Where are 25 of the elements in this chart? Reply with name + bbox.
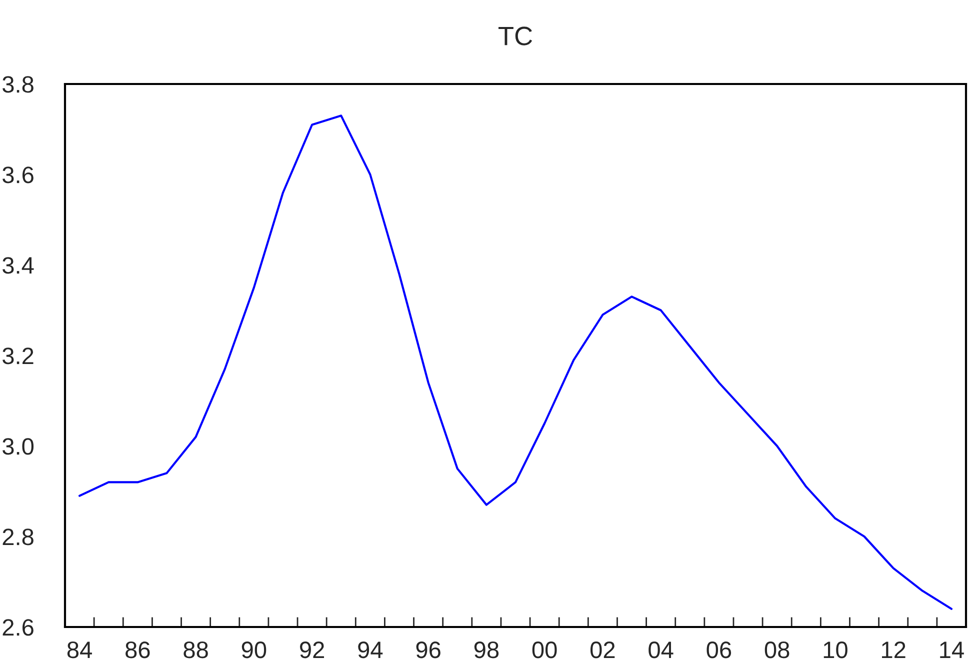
x-tick-label: 06: [706, 642, 732, 658]
x-tick-label: 86: [126, 642, 150, 658]
x-tick-label: 98: [474, 642, 499, 658]
x-tick-label: 00: [532, 642, 557, 658]
y-tick-label: 3.0: [2, 438, 34, 455]
x-tick-label: 04: [648, 642, 674, 658]
x-tick-label: 08: [764, 642, 790, 658]
x-tick-label: 90: [242, 642, 266, 658]
x-tick-label: 88: [184, 642, 208, 658]
x-tick-label: 94: [358, 642, 383, 658]
y-tick-label: 2.6: [2, 619, 34, 636]
y-tick-label: 3.4: [2, 257, 34, 274]
x-tick-label: 92: [300, 642, 324, 658]
y-tick-label: 2.8: [2, 528, 34, 546]
line-series: [78, 114, 953, 610]
x-tick-label: 84: [67, 642, 92, 658]
y-tick-label: 3.2: [2, 348, 34, 364]
x-tick-label: 10: [824, 642, 848, 658]
x-tick-label: 12: [882, 642, 906, 658]
x-tick-label: 96: [416, 642, 440, 658]
x-tick-label: 14: [940, 642, 964, 658]
y-tick-label: 3.8: [2, 76, 34, 93]
chart-title: TC: [498, 26, 532, 46]
y-tick-label: 3.6: [2, 166, 34, 184]
x-tick-label: 02: [590, 642, 615, 658]
